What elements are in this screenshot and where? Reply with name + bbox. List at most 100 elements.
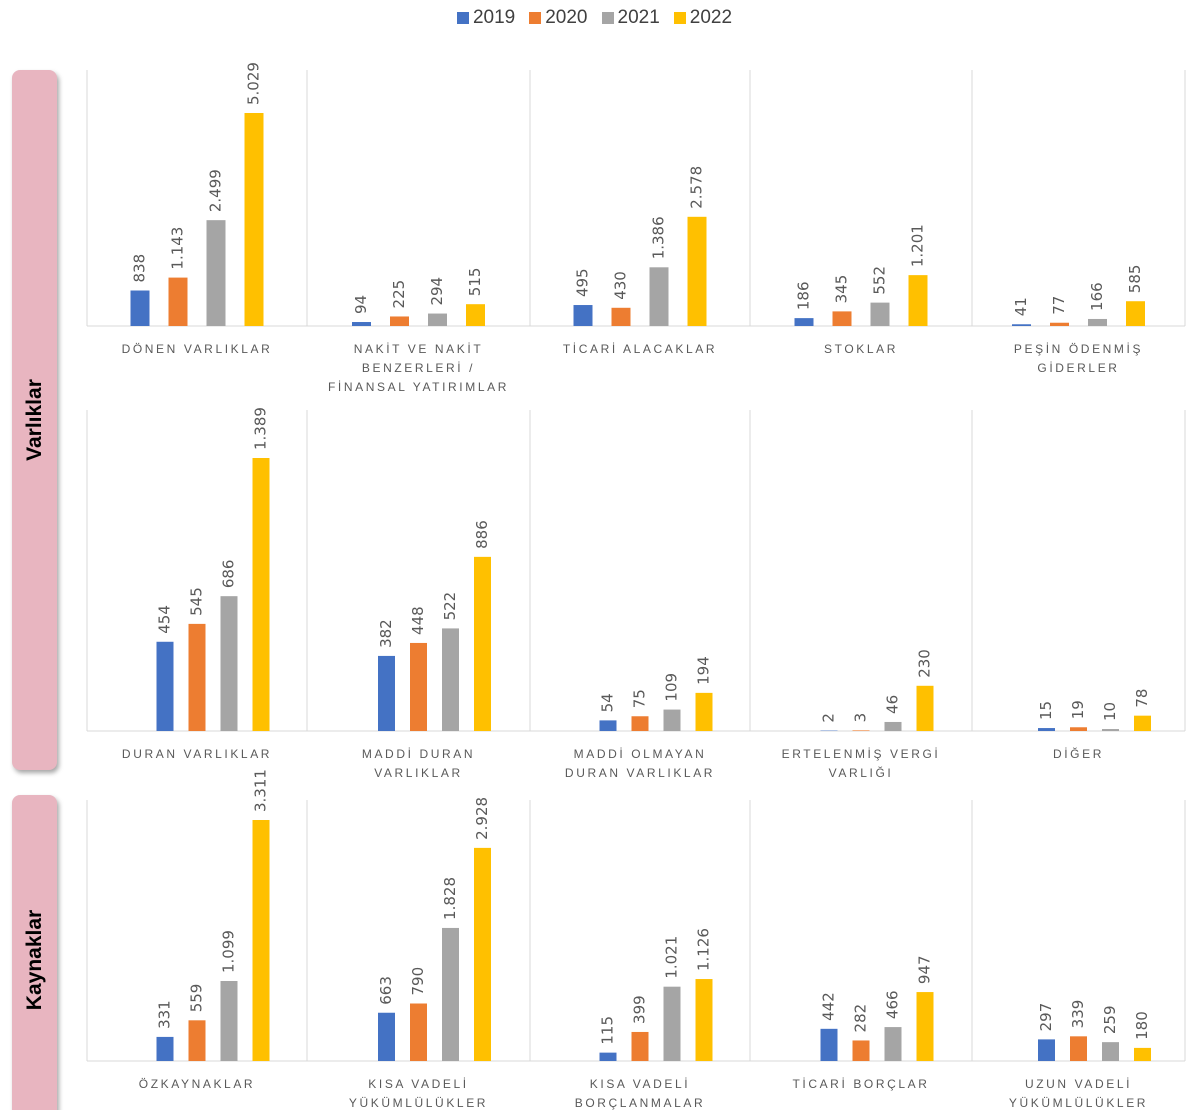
bar — [252, 820, 270, 1061]
bar — [244, 113, 264, 326]
bar — [649, 267, 669, 326]
value-label: 585 — [1126, 265, 1144, 294]
value-label: 448 — [409, 606, 427, 635]
category-label: KISA VADELİ BORÇLANMALAR — [574, 1077, 706, 1110]
value-label: 339 — [1069, 1000, 1087, 1029]
section-label-box: Kaynaklar — [12, 795, 57, 1110]
value-label: 297 — [1037, 1003, 1055, 1032]
category-label: PEŞİN ÖDENMİŞ GİDERLER — [1013, 342, 1144, 375]
legend-label: 2020 — [545, 7, 588, 28]
value-label: 10 — [1101, 702, 1119, 721]
value-label: 686 — [220, 560, 238, 589]
value-label: 399 — [631, 995, 649, 1024]
bar — [378, 1012, 395, 1061]
value-label: 545 — [188, 587, 206, 616]
value-label: 3 — [852, 713, 870, 723]
category-label: MADDİ OLMAYAN DURAN VARLIKLAR — [564, 747, 716, 780]
value-label: 430 — [612, 271, 630, 300]
value-label: 194 — [695, 656, 713, 685]
bar — [599, 720, 617, 731]
value-label: 1.386 — [650, 216, 668, 259]
value-label: 2 — [820, 713, 838, 723]
bar — [352, 322, 371, 326]
bar — [1102, 729, 1119, 731]
value-label: 382 — [377, 619, 395, 648]
bar — [252, 458, 270, 731]
legend-swatch — [601, 12, 614, 24]
value-label: 15 — [1037, 701, 1055, 720]
value-label: 2.578 — [688, 166, 706, 209]
value-label: 1.143 — [169, 227, 187, 270]
bar — [390, 316, 409, 326]
bar — [206, 220, 226, 326]
value-label: 94 — [352, 295, 370, 314]
legend-swatch — [529, 12, 542, 24]
category-label: ERTELENMİŞ VERGİ VARLIĞI — [781, 747, 941, 780]
bar — [663, 986, 681, 1061]
bar — [410, 642, 427, 731]
value-label: 663 — [377, 976, 395, 1005]
value-label: 166 — [1088, 282, 1106, 311]
value-label: 1.828 — [441, 877, 459, 920]
legend-item: 2019 — [456, 7, 516, 29]
bar — [188, 623, 206, 731]
legend: 2019 2020 2021 2022 — [0, 7, 1189, 29]
bar — [428, 313, 447, 326]
category-label: KISA VADELİ YÜKÜMLÜLÜKLER — [348, 1077, 489, 1110]
legend-item: 2020 — [529, 7, 588, 29]
bar — [695, 692, 713, 731]
bar — [631, 716, 649, 731]
value-label: 886 — [473, 520, 491, 549]
legend-label: 2022 — [689, 7, 733, 28]
category-label: TİCARİ ALACAKLAR — [562, 342, 718, 356]
bar — [1050, 322, 1069, 326]
category-label: MADDİ DURAN VARLIKLAR — [361, 747, 476, 780]
bar — [1126, 301, 1145, 326]
value-label: 282 — [852, 1004, 870, 1033]
bar — [1088, 318, 1107, 326]
bar — [695, 979, 713, 1061]
bar — [884, 721, 902, 731]
legend-item: 2021 — [601, 7, 660, 29]
bar — [832, 311, 852, 326]
category-label: STOKLAR — [824, 342, 898, 356]
value-label: 19 — [1069, 700, 1087, 719]
value-label: 5.029 — [245, 62, 263, 105]
value-label: 790 — [409, 967, 427, 996]
bar — [220, 596, 238, 731]
value-label: 495 — [574, 268, 592, 297]
category-label: TİCARİ BORÇLAR — [792, 1077, 930, 1091]
bar — [663, 709, 681, 731]
value-label: 3.311 — [252, 769, 270, 812]
bar — [156, 641, 174, 731]
value-label: 522 — [441, 592, 459, 621]
value-label: 78 — [1133, 689, 1151, 708]
value-label: 838 — [131, 254, 149, 283]
bar — [474, 556, 491, 731]
value-label: 1.126 — [695, 928, 713, 971]
value-label: 1.021 — [663, 936, 681, 979]
bar — [1134, 1047, 1151, 1061]
bar — [631, 1031, 649, 1061]
bar — [852, 730, 870, 731]
bar — [466, 304, 485, 326]
value-label: 1.201 — [909, 224, 927, 267]
bar — [442, 927, 459, 1061]
value-label: 225 — [390, 280, 408, 309]
category-label: NAKİT VE NAKİT BENZERLERİ / FİNANSAL YAT… — [328, 342, 509, 394]
value-label: 2.499 — [207, 169, 225, 212]
legend-swatch — [456, 12, 469, 24]
bar — [188, 1020, 206, 1061]
bar — [1070, 727, 1087, 731]
category-label: ÖZKAYNAKLAR — [138, 1077, 256, 1091]
bar — [168, 277, 188, 326]
legend-label: 2019 — [472, 7, 516, 28]
value-label: 331 — [156, 1000, 174, 1029]
value-label: 559 — [188, 984, 206, 1013]
bar — [687, 216, 707, 326]
value-label: 109 — [663, 673, 681, 702]
value-label: 1.389 — [252, 407, 270, 450]
category-label: DÖNEN VARLIKLAR — [121, 342, 273, 356]
value-label: 2.928 — [473, 797, 491, 840]
